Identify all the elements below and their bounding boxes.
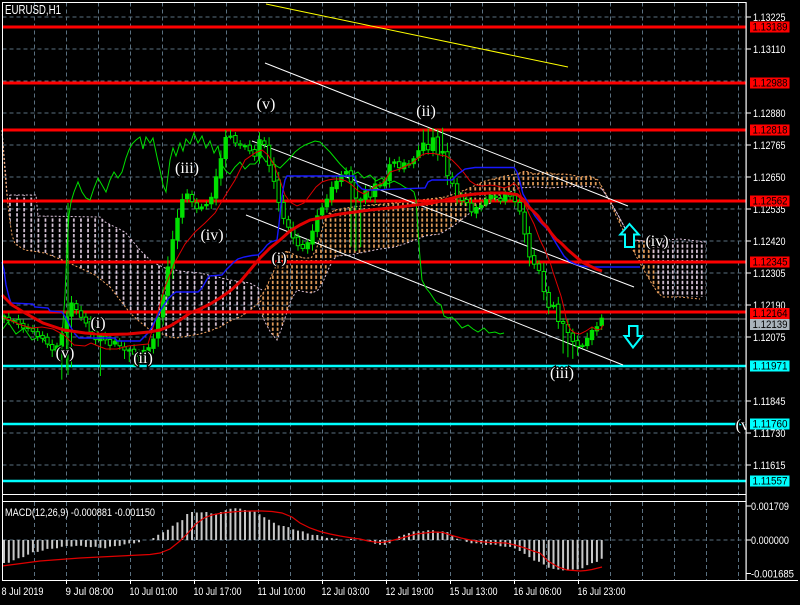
svg-text:(ii): (ii): [416, 103, 436, 120]
svg-text:1.13225: 1.13225: [753, 12, 786, 24]
svg-text:1.12075: 1.12075: [753, 332, 786, 344]
svg-text:1.11730: 1.11730: [753, 428, 786, 440]
svg-text:1.11845: 1.11845: [753, 396, 786, 408]
svg-text:(v): (v): [56, 345, 75, 362]
svg-text:1.12880: 1.12880: [753, 108, 786, 120]
svg-text:12 Jul 19:00: 12 Jul 19:00: [386, 586, 434, 598]
svg-text:9 Jul 08:00: 9 Jul 08:00: [66, 586, 114, 598]
svg-text:(i): (i): [90, 315, 105, 332]
svg-text:12 Jul 03:00: 12 Jul 03:00: [322, 586, 370, 598]
svg-text:(i): (i): [271, 250, 286, 267]
svg-text:1.12535: 1.12535: [753, 204, 786, 216]
svg-text:1.12139: 1.12139: [753, 319, 788, 331]
svg-text:1.11971: 1.11971: [753, 361, 788, 373]
svg-text:(iii): (iii): [175, 160, 199, 177]
svg-text:1.12818: 1.12818: [753, 125, 788, 137]
svg-text:(iv): (iv): [200, 227, 223, 244]
svg-text:1.12305: 1.12305: [753, 268, 786, 280]
svg-text:1.13189: 1.13189: [753, 22, 788, 34]
svg-text:(iii): (iii): [550, 365, 574, 382]
svg-text:1.12988: 1.12988: [753, 78, 788, 90]
svg-text:1.12420: 1.12420: [753, 236, 786, 248]
svg-text:10 Jul 01:00: 10 Jul 01:00: [130, 586, 178, 598]
svg-text:(ii): (ii): [133, 350, 153, 367]
svg-text:(iv): (iv): [645, 233, 668, 250]
svg-text:8 Jul 2019: 8 Jul 2019: [2, 586, 44, 598]
svg-text:EURUSD,H1: EURUSD,H1: [5, 2, 61, 17]
svg-text:15 Jul 13:00: 15 Jul 13:00: [450, 586, 498, 598]
svg-text:0.001709: 0.001709: [751, 501, 789, 513]
svg-text:1.11615: 1.11615: [753, 460, 786, 472]
svg-text:1.12765: 1.12765: [753, 140, 786, 152]
svg-text:1.11760: 1.11760: [753, 419, 788, 431]
svg-text:1.11557: 1.11557: [753, 476, 788, 488]
svg-text:MACD(12,26,9) -0.000881 -0.001: MACD(12,26,9) -0.000881 -0.001150: [5, 507, 155, 519]
svg-text:16 Jul 06:00: 16 Jul 06:00: [514, 586, 562, 598]
svg-text:10 Jul 17:00: 10 Jul 17:00: [194, 586, 242, 598]
svg-text:11 Jul 10:00: 11 Jul 10:00: [258, 586, 306, 598]
svg-text:1.12650: 1.12650: [753, 172, 786, 184]
svg-text:16 Jul 23:00: 16 Jul 23:00: [578, 586, 626, 598]
svg-text:1.12562: 1.12562: [753, 196, 788, 208]
svg-text:(v): (v): [257, 96, 276, 113]
svg-text:1.13110: 1.13110: [753, 44, 786, 56]
svg-text:-0.001685: -0.001685: [751, 569, 794, 581]
svg-text:0.000000: 0.000000: [751, 535, 789, 547]
svg-text:1.12164: 1.12164: [753, 308, 788, 320]
svg-text:1.12345: 1.12345: [753, 257, 788, 269]
